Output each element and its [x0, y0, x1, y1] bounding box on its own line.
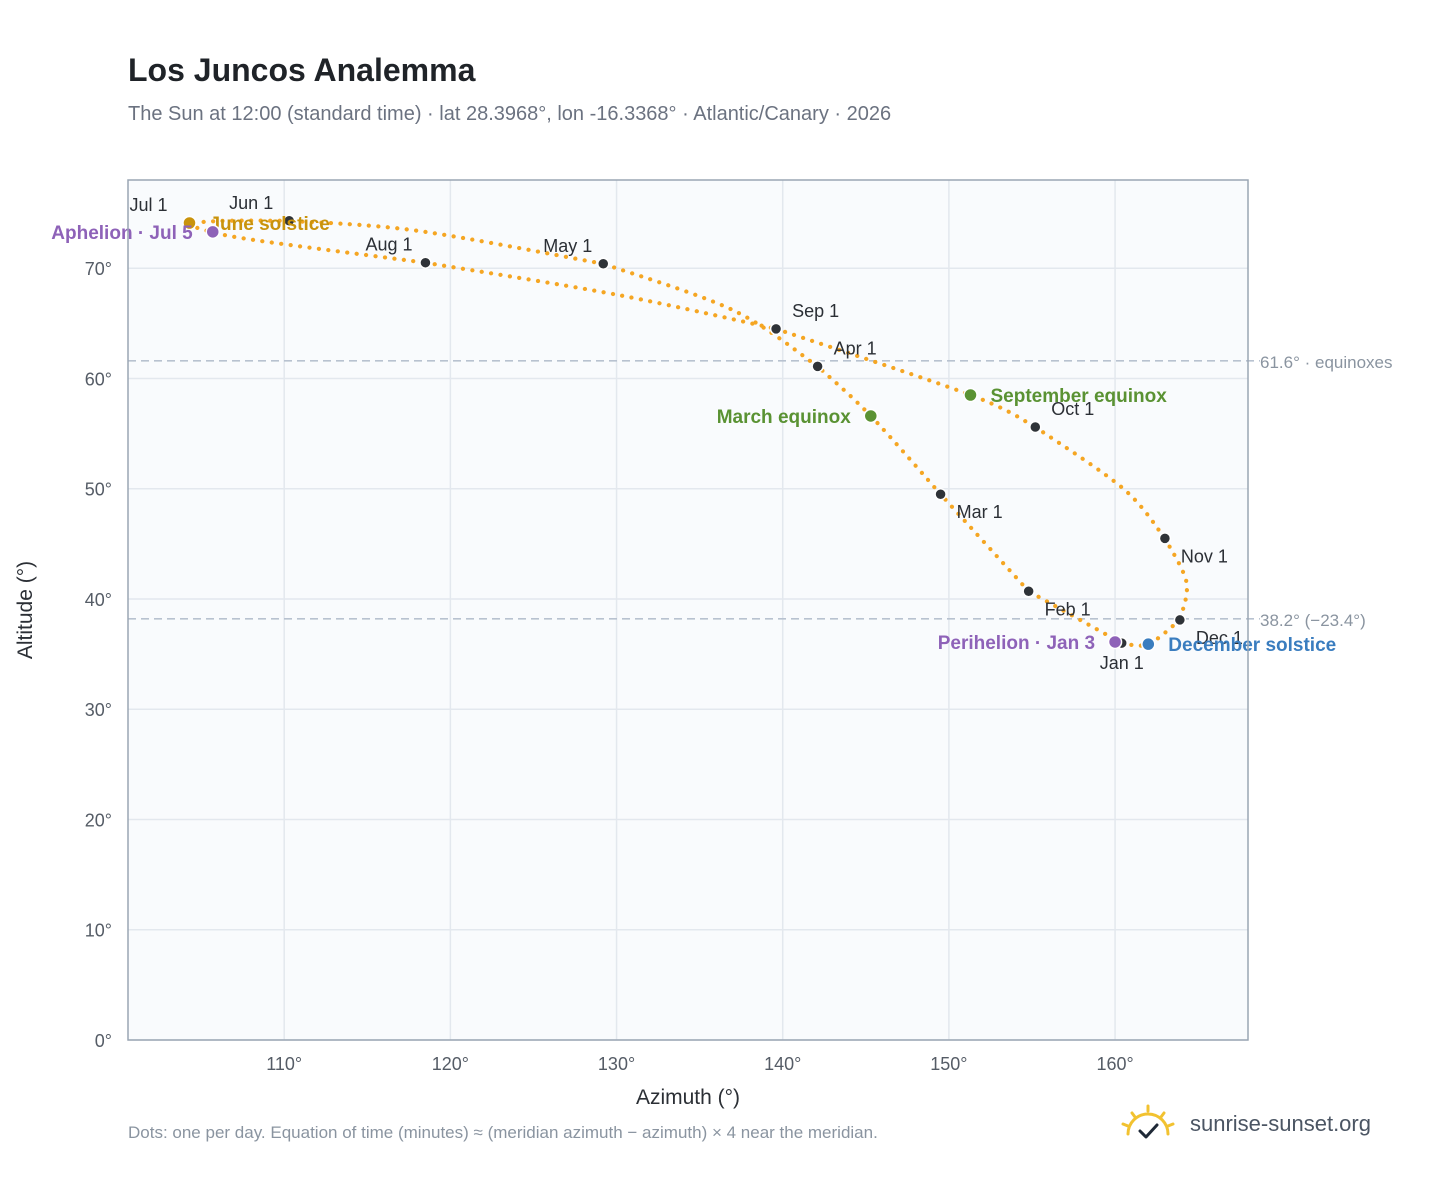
month-marker: [1158, 532, 1172, 545]
y-tick-label: 50°: [85, 480, 112, 500]
y-tick-label: 10°: [85, 921, 112, 941]
month-marker-label: Mar 1: [957, 502, 1003, 522]
reference-line-label: 61.6° · equinoxes: [1260, 353, 1393, 372]
event-marker-equinox: [963, 387, 978, 403]
month-marker-label: Oct 1: [1051, 399, 1094, 419]
event-label: March equinox: [717, 407, 852, 428]
month-marker: [419, 256, 432, 269]
month-marker-label: Aug 1: [365, 235, 412, 255]
event-label: Aphelion · Jul 5: [51, 223, 193, 244]
track-segment-apr: [601, 261, 820, 369]
month-marker-label: May 1: [543, 236, 592, 256]
track-segment-nov: [1162, 536, 1190, 623]
plot-background: [128, 180, 1248, 1040]
y-tick-label: 70°: [85, 259, 112, 279]
y-axis-title: Altitude (°): [14, 561, 37, 659]
month-marker-label: Sep 1: [792, 301, 839, 321]
chart-title: Los Juncos Analemma: [128, 52, 476, 88]
event-marker-solstice_june: [182, 215, 197, 231]
month-marker: [282, 214, 296, 228]
x-tick-label: 140°: [764, 1054, 801, 1074]
x-tick-label: 110°: [266, 1054, 302, 1074]
event-label: June solstice: [209, 214, 329, 235]
month-marker: [1029, 420, 1042, 434]
event-label: Perihelion · Jan 3: [938, 633, 1095, 654]
month-marker: [1173, 613, 1187, 627]
y-tick-label: 40°: [85, 590, 112, 610]
x-axis-title: Azimuth (°): [636, 1086, 740, 1109]
brand-name: sunrise-sunset.org: [1190, 1111, 1371, 1136]
y-tick-label: 0°: [95, 1031, 112, 1051]
event-marker-apsis: [205, 224, 220, 240]
event-markers: March equinox September equinox June solst…: [51, 214, 1336, 656]
track-segment-sep: [773, 326, 1038, 430]
event-label: September equinox: [990, 386, 1167, 407]
event-marker-equinox: [863, 408, 879, 424]
x-tick-label: 150°: [930, 1054, 967, 1074]
month-marker: [597, 257, 610, 271]
x-tick-label: 160°: [1096, 1054, 1133, 1074]
month-marker-label: Apr 1: [834, 338, 877, 358]
x-tick-label: 120°: [432, 1054, 469, 1074]
month-marker-label: Jan 1: [1100, 653, 1144, 673]
track-segment-feb: [938, 492, 1031, 594]
month-marker-label: Jul 1: [129, 195, 167, 215]
month-marker: [769, 322, 783, 336]
reference-lines: 61.6° · equinoxes 38.2° (−23.4°): [128, 353, 1393, 630]
month-marker: [811, 360, 824, 373]
plot-frame: [127, 179, 1249, 1041]
month-marker: [1022, 585, 1035, 598]
month-marker-label: Jun 1: [229, 193, 273, 213]
chart-subtitle: The Sun at 12:00 (standard time) · lat 2…: [128, 103, 892, 125]
footnote: Dots: one per day. Equation of time (min…: [128, 1123, 878, 1142]
month-marker-label: Feb 1: [1045, 599, 1091, 619]
y-tick-label: 20°: [85, 810, 112, 830]
event-marker-solstice_december: [1141, 636, 1156, 652]
sun-logo-icon: [1121, 1104, 1175, 1139]
track-segment-may: [287, 218, 606, 266]
month-marker-label: Nov 1: [1181, 546, 1228, 566]
y-tick-label: 60°: [85, 369, 112, 389]
event-marker-apsis: [1107, 634, 1123, 650]
event-label: December solstice: [1168, 635, 1336, 656]
month-marker-label: Dec 1: [1196, 628, 1243, 648]
brand-logo[interactable]: sunrise-sunset.org: [1120, 1100, 1371, 1148]
y-tick-label: 30°: [85, 700, 112, 720]
reference-line-label: 38.2° (−23.4°): [1260, 611, 1366, 630]
month-marker: [934, 487, 947, 501]
axes: 110° 120° 130° 140° 150° 160° 0° 10° 20° 30° 40° 50…: [14, 259, 1134, 1109]
x-tick-label: 130°: [598, 1054, 635, 1074]
